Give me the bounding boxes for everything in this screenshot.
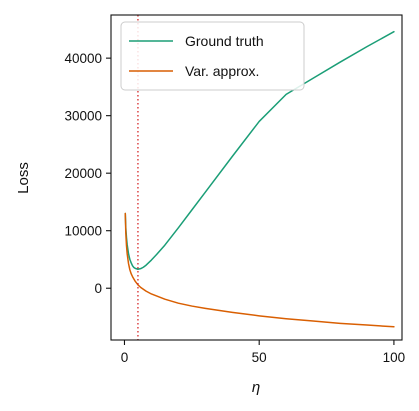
legend-box	[120, 21, 305, 91]
y-axis-label: Loss	[15, 162, 32, 194]
y-tick-label: 0	[94, 281, 102, 296]
y-tick-label: 40000	[64, 51, 102, 66]
y-tick-label: 10000	[64, 224, 102, 239]
x-tick-label: 100	[383, 350, 406, 365]
series-line-var-approx	[124, 212, 395, 328]
y-axis-ticks: 0 10000 20000 30000 40000	[64, 51, 111, 296]
y-tick-label: 20000	[64, 166, 102, 181]
x-axis-label: η	[252, 379, 260, 396]
legend-label-ground-truth: Ground truth	[185, 33, 264, 49]
series-line-ground-truth	[124, 30, 395, 270]
plot-frame	[110, 14, 403, 341]
legend-label-var-approx: Var. approx.	[185, 63, 259, 79]
series-layer	[124, 30, 395, 328]
y-tick-label: 30000	[64, 109, 102, 124]
legend: Ground truth Var. approx.	[120, 21, 305, 91]
x-tick-label: 0	[121, 350, 129, 365]
x-axis-ticks: 0 50 100	[121, 340, 405, 365]
x-tick-label: 50	[252, 350, 267, 365]
